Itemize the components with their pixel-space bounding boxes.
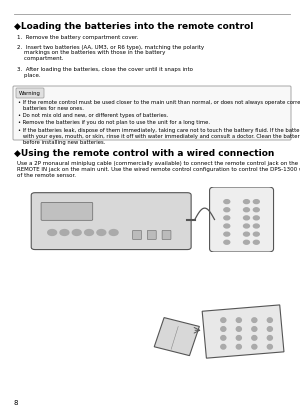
Circle shape [224, 208, 230, 212]
FancyBboxPatch shape [210, 187, 274, 252]
Circle shape [224, 240, 230, 244]
Circle shape [48, 229, 57, 236]
Circle shape [244, 224, 249, 228]
Circle shape [244, 240, 249, 244]
Circle shape [267, 336, 272, 340]
Circle shape [224, 216, 230, 220]
Circle shape [221, 327, 226, 331]
FancyBboxPatch shape [162, 230, 171, 240]
FancyBboxPatch shape [16, 88, 44, 98]
Text: ◆Loading the batteries into the remote control: ◆Loading the batteries into the remote c… [14, 22, 253, 31]
Circle shape [267, 318, 272, 322]
Circle shape [236, 336, 242, 340]
Circle shape [97, 229, 106, 236]
Text: • If the remote control must be used closer to the main unit than normal, or doe: • If the remote control must be used clo… [18, 100, 300, 111]
Circle shape [60, 229, 69, 236]
Text: 1.  Remove the battery compartment cover.: 1. Remove the battery compartment cover. [17, 35, 139, 40]
FancyBboxPatch shape [133, 230, 141, 240]
Circle shape [252, 336, 257, 340]
Circle shape [109, 229, 118, 236]
Circle shape [224, 200, 230, 204]
Circle shape [85, 229, 94, 236]
Circle shape [254, 224, 259, 228]
FancyBboxPatch shape [31, 193, 191, 249]
Circle shape [252, 344, 257, 349]
Circle shape [254, 208, 259, 212]
FancyBboxPatch shape [147, 230, 156, 240]
Circle shape [244, 200, 249, 204]
FancyBboxPatch shape [13, 86, 291, 140]
Circle shape [244, 232, 249, 236]
Text: • Do not mix old and new, or different types of batteries.: • Do not mix old and new, or different t… [18, 113, 168, 118]
Circle shape [224, 232, 230, 236]
Circle shape [224, 224, 230, 228]
Circle shape [221, 318, 226, 322]
Text: • If the batteries leak, dispose of them immediately, taking care not to touch t: • If the batteries leak, dispose of them… [18, 128, 300, 145]
Text: Use a 2P monaural miniplug cable (commercially available) to connect the remote : Use a 2P monaural miniplug cable (commer… [17, 161, 300, 178]
Circle shape [244, 216, 249, 220]
Circle shape [236, 344, 242, 349]
Circle shape [252, 318, 257, 322]
Circle shape [221, 344, 226, 349]
Circle shape [254, 216, 259, 220]
Text: Warning: Warning [19, 90, 41, 95]
Circle shape [221, 336, 226, 340]
Text: • Remove the batteries if you do not plan to use the unit for a long time.: • Remove the batteries if you do not pla… [18, 120, 210, 126]
Circle shape [236, 318, 242, 322]
FancyBboxPatch shape [41, 202, 93, 220]
Circle shape [252, 327, 257, 331]
Text: ◆Using the remote control with a wired connection: ◆Using the remote control with a wired c… [14, 149, 274, 158]
Text: 8: 8 [14, 400, 19, 406]
Circle shape [254, 240, 259, 244]
Text: 2.  Insert two batteries (AA, UM3, or R6 type), matching the polarity
    markin: 2. Insert two batteries (AA, UM3, or R6 … [17, 45, 204, 61]
Circle shape [254, 200, 259, 204]
Circle shape [267, 344, 272, 349]
Circle shape [72, 229, 81, 236]
Circle shape [236, 327, 242, 331]
Text: 3.  After loading the batteries, close the cover until it snaps into
    place.: 3. After loading the batteries, close th… [17, 67, 193, 78]
Circle shape [254, 232, 259, 236]
Circle shape [244, 208, 249, 212]
Polygon shape [202, 305, 284, 358]
Polygon shape [154, 317, 200, 355]
Circle shape [267, 327, 272, 331]
